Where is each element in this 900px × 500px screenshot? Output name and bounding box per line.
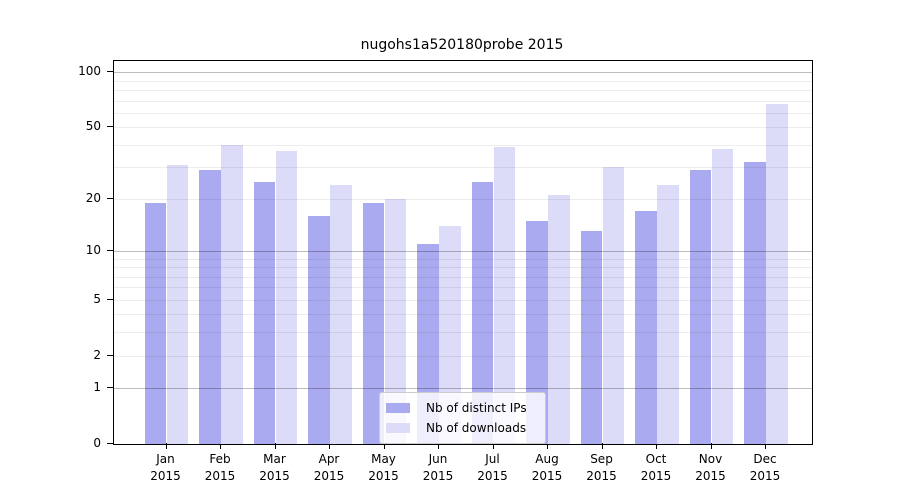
legend-label-downloads: Nb of downloads	[426, 421, 527, 435]
x-tick-mark	[765, 443, 766, 449]
gridline-minor	[114, 80, 812, 82]
y-tick-mark	[107, 71, 113, 73]
y-tick-label: 10	[85, 242, 101, 257]
x-tick-mark	[274, 443, 276, 449]
legend: Nb of distinct IPs Nb of downloads	[379, 392, 546, 444]
x-tick-mark	[656, 443, 657, 449]
y-tick-mark	[107, 197, 113, 199]
x-tick-label: Dec 2015	[749, 452, 781, 483]
bar-distinct-ips	[199, 170, 221, 444]
gridline-minor	[114, 267, 812, 268]
gridline-minor	[114, 100, 812, 102]
y-tick-mark	[107, 443, 113, 444]
bar-distinct-ips	[144, 202, 167, 444]
x-tick-mark	[710, 443, 712, 449]
bar-distinct-ips	[744, 162, 766, 444]
y-tick-label: 2	[93, 347, 101, 362]
bar-downloads	[657, 184, 679, 444]
bar-downloads	[166, 164, 189, 444]
bar-downloads	[384, 198, 407, 444]
bar-downloads	[330, 184, 352, 444]
gridline-minor	[114, 276, 812, 278]
y-tick-label: 5	[93, 291, 101, 306]
gridline-minor	[114, 258, 812, 260]
bar-distinct-ips	[689, 170, 712, 444]
x-tick-mark	[165, 443, 167, 449]
bar-downloads	[439, 225, 461, 444]
y-tick-label: 1	[93, 380, 101, 395]
gridline-minor	[114, 144, 812, 146]
y-tick-mark	[107, 387, 113, 389]
gridline-minor	[114, 314, 812, 316]
bar-downloads	[221, 144, 243, 444]
gridline-minor	[114, 89, 812, 91]
gridline-minor	[114, 332, 812, 334]
y-tick-label: 20	[85, 190, 101, 205]
y-tick-mark	[107, 298, 113, 300]
bar-downloads	[711, 148, 734, 444]
gridline-minor	[114, 112, 812, 114]
legend-swatch-downloads	[386, 423, 410, 433]
legend-item-distinct-ips: Nb of distinct IPs	[386, 398, 545, 418]
x-tick-mark	[438, 443, 439, 449]
gridline-minor	[114, 299, 812, 301]
y-tick-mark	[107, 354, 113, 356]
bar-distinct-ips	[471, 181, 494, 444]
y-tick-label: 0	[93, 436, 101, 450]
x-tick-mark	[547, 443, 548, 449]
y-tick-label: 50	[85, 119, 101, 134]
bar-downloads	[275, 150, 298, 444]
bar-downloads	[548, 195, 570, 444]
gridline-major	[114, 250, 812, 252]
x-tick-label: Mar 2015	[259, 452, 290, 483]
gridline-major	[114, 388, 812, 390]
y-tick-label: 100	[78, 64, 101, 79]
bar-downloads	[766, 104, 788, 444]
bar-distinct-ips	[253, 181, 276, 444]
plot-area	[113, 60, 813, 445]
bar-distinct-ips	[362, 202, 385, 444]
x-tick-mark	[329, 443, 330, 449]
bar-distinct-ips	[526, 220, 548, 444]
bar-distinct-ips	[308, 215, 330, 444]
gridline-minor	[114, 198, 812, 200]
y-tick-mark	[107, 249, 113, 251]
x-tick-label: Jan 2015	[150, 452, 181, 483]
x-tick-label: Nov 2015	[695, 452, 726, 483]
x-tick-mark	[601, 443, 603, 449]
x-tick-mark	[383, 443, 385, 449]
x-tick-label: Aug 2015	[531, 452, 563, 483]
gridline-minor	[114, 127, 812, 129]
y-tick-mark	[107, 126, 113, 128]
gridline-minor	[114, 287, 812, 289]
x-tick-label: Jul 2015	[477, 452, 508, 483]
x-tick-label: Feb 2015	[204, 452, 236, 483]
chart-title: nugohs1a520180probe 2015	[360, 37, 564, 53]
legend-swatch-distinct-ips	[386, 403, 410, 413]
bar-downloads	[602, 167, 625, 444]
bar-distinct-ips	[635, 211, 657, 444]
x-tick-label: Oct 2015	[640, 452, 672, 483]
gridline-major	[114, 72, 812, 74]
legend-item-downloads: Nb of downloads	[386, 418, 545, 438]
x-tick-label: Sep 2015	[586, 452, 617, 483]
legend-label-distinct-ips: Nb of distinct IPs	[426, 401, 527, 415]
gridline-minor	[114, 355, 812, 357]
x-tick-label: Jun 2015	[422, 452, 454, 483]
x-tick-label: May 2015	[368, 452, 399, 483]
x-tick-label: Apr 2015	[313, 452, 345, 483]
x-tick-mark	[220, 443, 221, 449]
gridline-minor	[114, 167, 812, 169]
bar-downloads	[493, 146, 516, 444]
bar-distinct-ips	[580, 231, 603, 444]
x-tick-mark	[492, 443, 494, 449]
